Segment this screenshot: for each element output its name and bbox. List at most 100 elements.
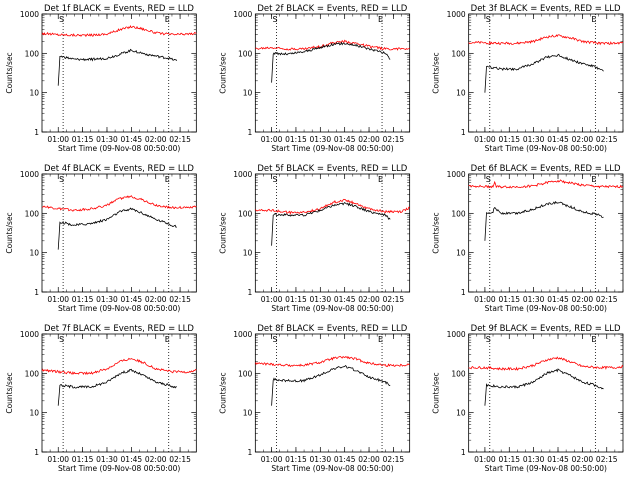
y-tick-label: 100 [25,209,40,218]
x-tick-label: 02:00 [572,295,594,304]
x-axis-label: Start Time (09-Nov-08 00:50:00) [58,464,180,473]
x-tick-label: 01:45 [547,135,569,144]
end-marker-label: E [165,15,170,24]
detector-plot-2: Det 2f BLACK = Events, RED = LLD 1 10 100 10… [218,4,411,153]
x-tick-label: 01:45 [121,455,143,464]
y-tick-label: 10 [243,249,253,258]
x-tick-label: 01:45 [334,135,356,144]
lld-series-line [468,356,624,371]
y-tick-label: 10 [456,89,466,98]
y-tick-label: 10 [243,89,253,98]
detector-plot-1: Det 1f BLACK = Events, RED = LLD 1 10 100 10… [5,4,197,153]
x-tick-label: 01:15 [285,455,307,464]
x-tick-label: 01:00 [474,295,496,304]
y-axis-label: Counts/sec [5,52,14,93]
start-marker-label: S [59,175,64,184]
y-tick-label: 100 [238,209,253,218]
events-series-line [484,53,604,93]
x-tick-label: 01:30 [523,455,545,464]
y-tick-label: 1 [461,288,466,297]
x-tick-label: 01:45 [334,295,356,304]
detector-plot-3: Det 3f BLACK = Events, RED = LLD 1 10 100 10… [432,4,624,153]
x-tick-label: 01:45 [334,455,356,464]
y-axis-label: Counts/sec [432,52,441,93]
detector-plot-9: Det 9f BLACK = Events, RED = LLD 1 10 100 10… [432,324,624,473]
x-tick-label: 02:00 [145,295,167,304]
events-series-line [271,41,391,83]
plot-title: Det 3f BLACK = Events, RED = LLD [471,4,621,14]
start-marker-label: S [486,15,491,24]
x-tick-label: 01:00 [474,135,496,144]
y-tick-label: 100 [25,369,40,378]
x-tick-label: 02:00 [145,455,167,464]
events-series-line [484,200,604,241]
x-tick-label: 02:00 [572,135,594,144]
x-axis-label: Start Time (09-Nov-08 00:50:00) [271,464,393,473]
plot-frame [41,333,197,453]
x-tick-label: 01:15 [72,135,94,144]
plot-title: Det 2f BLACK = Events, RED = LLD [257,4,407,14]
y-tick-label: 1 [248,128,253,137]
plot-title: Det 4f BLACK = Events, RED = LLD [44,164,194,174]
y-tick-label: 1000 [20,170,39,179]
y-tick-label: 100 [238,369,253,378]
y-axis-label: Counts/sec [432,212,441,253]
x-axis-label: Start Time (09-Nov-08 00:50:00) [485,464,607,473]
y-tick-label: 1000 [447,330,466,339]
x-axis-label: Start Time (09-Nov-08 00:50:00) [271,144,393,153]
y-tick-label: 10 [29,249,39,258]
y-tick-label: 1000 [233,330,252,339]
start-marker-label: S [272,335,277,344]
end-marker-label: E [165,175,170,184]
x-axis-label: Start Time (09-Nov-08 00:50:00) [58,304,180,313]
x-axis-label: Start Time (09-Nov-08 00:50:00) [485,304,607,313]
x-tick-label: 01:30 [96,135,118,144]
y-axis-label: Counts/sec [218,212,227,253]
end-marker-label: E [591,335,596,344]
lld-series-line [41,195,197,212]
x-tick-label: 01:15 [498,135,520,144]
events-series-line [57,207,177,250]
detector-plot-4: Det 4f BLACK = Events, RED = LLD 1 10 100 10… [5,164,197,313]
lld-series-line [41,24,197,38]
x-tick-label: 01:30 [523,135,545,144]
detector-plot-7: Det 7f BLACK = Events, RED = LLD 1 10 100 10… [5,324,197,473]
lld-series-line [255,39,410,51]
end-marker-label: E [378,15,383,24]
x-tick-label: 01:30 [96,455,118,464]
x-tick-label: 02:15 [169,455,191,464]
plot-frame [254,13,411,133]
y-tick-label: 1000 [233,10,252,19]
y-tick-label: 1 [461,448,466,457]
events-series-line [271,365,391,406]
end-marker-label: E [378,335,383,344]
events-series-line [484,368,604,406]
detector-plot-5: Det 5f BLACK = Events, RED = LLD 1 10 100 10… [218,164,411,313]
x-tick-label: 02:00 [572,455,594,464]
plot-frame [41,13,197,133]
x-tick-label: 01:15 [72,455,94,464]
end-marker-label: E [165,335,170,344]
y-tick-label: 1000 [447,170,466,179]
x-tick-label: 01:15 [498,455,520,464]
y-tick-label: 1 [34,128,39,137]
x-tick-label: 01:30 [96,295,118,304]
x-tick-label: 02:15 [169,295,191,304]
y-tick-label: 1 [461,128,466,137]
y-tick-label: 1000 [233,170,252,179]
x-tick-label: 02:15 [596,455,618,464]
plot-frame [468,173,624,293]
x-axis-label: Start Time (09-Nov-08 00:50:00) [58,144,180,153]
plot-frame [254,333,411,453]
lld-series-line [255,198,410,215]
x-tick-label: 01:00 [474,455,496,464]
y-tick-label: 10 [456,249,466,258]
y-tick-label: 1000 [20,330,39,339]
lld-series-line [254,355,410,368]
y-tick-label: 100 [238,49,253,58]
detector-plot-6: Det 6f BLACK = Events, RED = LLD 1 10 100 10… [432,164,624,313]
x-axis-label: Start Time (09-Nov-08 00:50:00) [271,304,393,313]
start-marker-label: S [272,15,277,24]
plot-frame [41,173,197,293]
